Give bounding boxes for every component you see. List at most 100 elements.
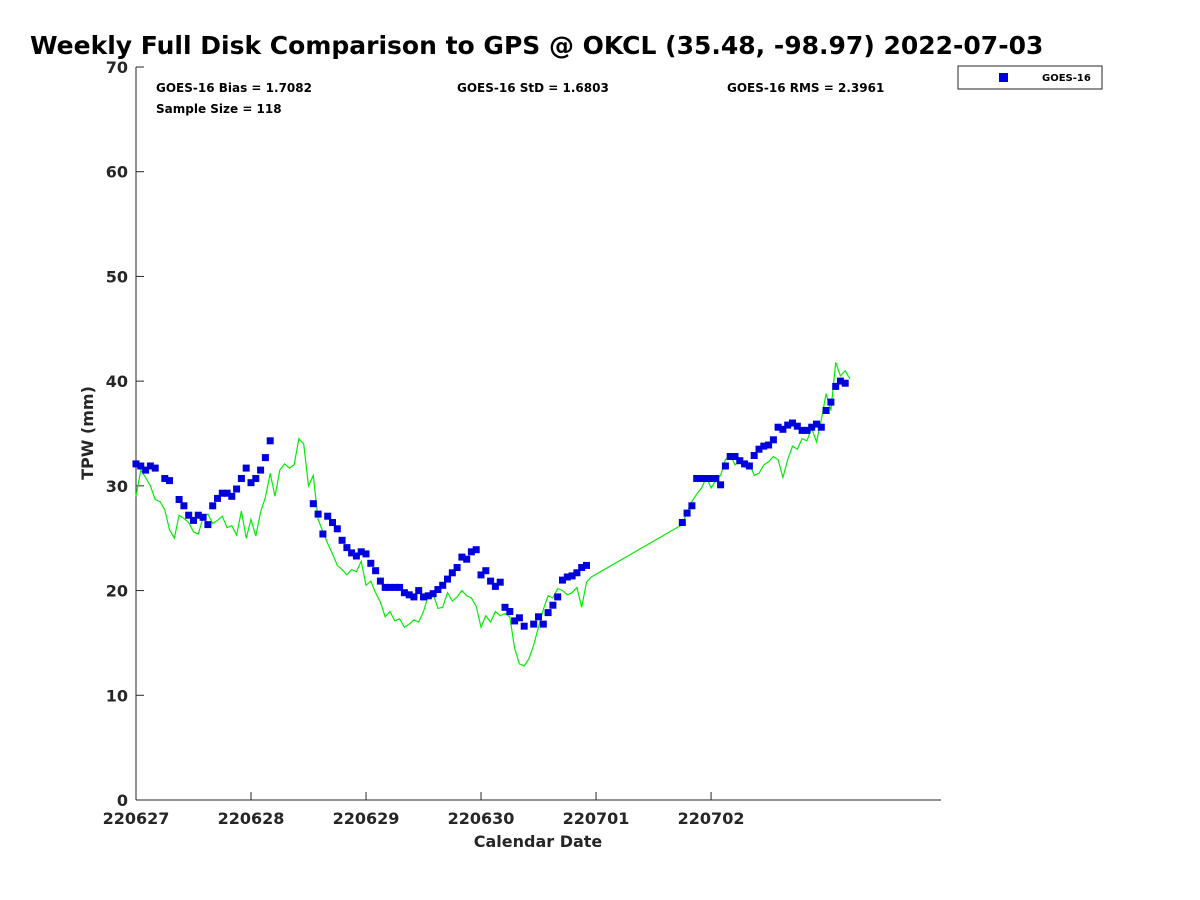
goes-marker [822, 407, 830, 414]
goes-marker [707, 475, 715, 482]
goes-marker [199, 513, 207, 521]
goes-marker [549, 601, 557, 609]
goes-marker [530, 620, 538, 628]
x-tick-label: 220627 [103, 809, 170, 828]
goes-marker [252, 475, 260, 482]
goes-marker [161, 475, 169, 482]
goes-marker [463, 555, 471, 563]
goes-marker [803, 426, 811, 434]
goes-marker [487, 577, 495, 585]
gps-series [135, 362, 851, 667]
goes-marker [678, 519, 686, 526]
goes-marker [381, 583, 389, 591]
goes-marker [841, 379, 849, 387]
axes [135, 67, 941, 801]
goes-marker [765, 441, 773, 449]
goes-marker [453, 564, 461, 571]
stat-sample-size: Sample Size = 118 [156, 102, 282, 116]
goes-marker [721, 462, 729, 470]
goes-marker [568, 572, 576, 580]
goes-marker [535, 613, 542, 621]
goes-marker [386, 583, 394, 591]
x-ticks: 220627 220628 220629 220630 220701 220702 [103, 792, 745, 828]
stat-std: GOES-16 StD = 1.6803 [457, 81, 609, 95]
goes-marker [583, 561, 590, 569]
y-tick-label: 0 [117, 791, 128, 810]
y-ticks: 0 10 20 30 40 50 60 70 [106, 58, 144, 810]
goes-marker [506, 608, 514, 615]
x-tick-label: 220628 [218, 809, 285, 828]
goes-marker [352, 552, 360, 560]
y-tick-label: 60 [106, 163, 128, 182]
goes-marker [769, 436, 777, 444]
goes-marker [755, 445, 763, 453]
goes-marker [180, 502, 188, 510]
goes-marker [420, 593, 427, 601]
legend: GOES-16 [957, 65, 1103, 90]
goes-marker [376, 577, 384, 585]
goes-marker [702, 475, 710, 482]
goes-marker [410, 593, 418, 601]
goes-marker [372, 567, 380, 575]
goes-marker [185, 511, 193, 519]
goes-marker [424, 592, 432, 600]
legend-box [957, 65, 1103, 90]
y-tick-label: 40 [106, 372, 128, 391]
goes-marker [434, 586, 442, 593]
goes-marker [175, 496, 183, 503]
goes-marker [774, 423, 782, 431]
goes-marker [726, 453, 734, 460]
goes-marker [683, 509, 691, 517]
goes-marker [415, 587, 423, 595]
goes-marker [151, 464, 159, 472]
y-tick-label: 70 [106, 58, 128, 77]
goes-marker [813, 420, 820, 428]
goes-marker [362, 550, 370, 558]
goes-marker [573, 569, 581, 577]
goes-marker [448, 569, 456, 577]
chart-title: Weekly Full Disk Comparison to GPS @ OKC… [30, 31, 1043, 60]
goes-marker [496, 578, 504, 586]
gps-line [135, 362, 851, 667]
goes-marker [146, 462, 154, 470]
y-tick-label: 20 [106, 582, 128, 601]
goes-marker [793, 422, 801, 430]
goes-marker [511, 617, 519, 625]
goes-marker [166, 477, 173, 485]
goes-marker [544, 609, 552, 617]
goes-marker [257, 466, 265, 474]
goes-marker [688, 502, 696, 510]
goes-marker [223, 489, 231, 497]
goes-marker [717, 481, 725, 489]
goes-marker [367, 559, 375, 567]
y-tick-label: 10 [106, 686, 128, 705]
goes-marker [750, 452, 758, 459]
x-tick-label: 220702 [678, 809, 745, 828]
goes-marker [228, 492, 236, 500]
goes-marker [760, 442, 768, 450]
goes-marker [539, 620, 547, 628]
goes-marker [520, 622, 528, 630]
goes-series [132, 377, 849, 630]
x-axis-label: Calendar Date [474, 832, 603, 851]
goes-marker [439, 581, 447, 589]
goes-marker [132, 460, 140, 468]
goes-marker [333, 525, 341, 533]
goes-marker [261, 454, 269, 462]
goes-marker [233, 485, 241, 493]
goes-marker [784, 421, 792, 429]
goes-marker [578, 564, 586, 571]
goes-marker [266, 437, 274, 445]
goes-marker [563, 573, 571, 581]
goes-marker [482, 567, 490, 575]
goes-marker [491, 582, 499, 590]
goes-marker [817, 423, 825, 431]
goes-marker [832, 382, 840, 390]
goes-marker [693, 475, 701, 482]
goes-marker [477, 571, 485, 579]
goes-marker [237, 475, 245, 482]
goes-marker [736, 457, 744, 465]
goes-marker [808, 423, 816, 431]
goes-marker [836, 377, 844, 385]
